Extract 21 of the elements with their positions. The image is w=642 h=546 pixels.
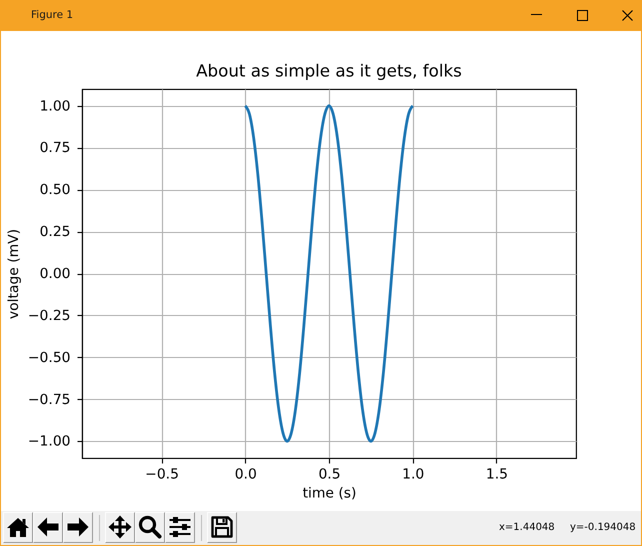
y-axis-title: voltage (mV) <box>6 228 22 320</box>
caption: Figure 1 <box>31 9 74 21</box>
text: x=1.44048 <box>499 522 555 533</box>
x-tick-label: −0.5 <box>145 466 179 482</box>
x-tick-label: 1.5 <box>486 466 508 482</box>
y-tick-label: −0.25 <box>28 308 70 324</box>
x-axis-title: time (s) <box>302 485 356 502</box>
y-tick-label: −0.50 <box>28 350 70 366</box>
y-tick-label: 0.50 <box>40 182 70 198</box>
line-series <box>244 104 414 443</box>
y-tick-label: −1.00 <box>28 434 70 450</box>
y-tick-label: 0.25 <box>40 224 70 240</box>
y-tick-label: −0.75 <box>28 392 70 408</box>
y-tick-label: 0.75 <box>40 140 70 156</box>
x-tick-label: 0.5 <box>318 466 341 482</box>
y-tick-label: 0.00 <box>40 266 70 282</box>
chart-title: About as simple as it gets, folks <box>196 60 462 80</box>
x-tick-label: 1.0 <box>402 466 424 482</box>
x-tick-label: 0.0 <box>234 466 257 482</box>
y-tick-label: 1.00 <box>40 98 70 114</box>
text: y=-0.194048 <box>570 522 636 533</box>
